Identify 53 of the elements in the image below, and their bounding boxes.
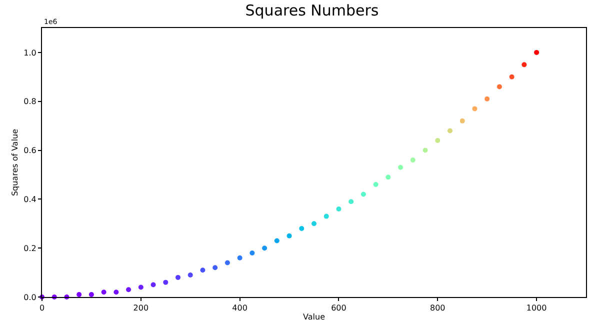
point — [101, 290, 106, 295]
point — [398, 164, 404, 170]
y-tick-label: 0.0 — [24, 292, 36, 302]
x-tick-label: 0 — [39, 304, 45, 313]
x-tick-label: 1000 — [526, 304, 547, 313]
point — [509, 74, 514, 80]
point — [472, 106, 478, 112]
point — [262, 246, 268, 251]
point — [114, 290, 119, 295]
point — [138, 284, 144, 290]
point — [176, 274, 180, 280]
point — [286, 233, 292, 238]
point — [422, 148, 428, 153]
point — [212, 265, 218, 270]
point — [250, 250, 255, 256]
point — [299, 226, 304, 232]
y-tick-label: 1.0 — [24, 48, 36, 58]
point — [460, 118, 465, 124]
y-tick-label: 0.2 — [24, 244, 36, 253]
point — [163, 280, 168, 285]
point — [386, 174, 391, 180]
point — [448, 128, 452, 134]
y-tick-label: 0.4 — [24, 194, 36, 204]
point — [534, 50, 540, 55]
y-tick-label: 0.8 — [24, 97, 36, 106]
x-tick-label: 800 — [430, 304, 446, 313]
point — [312, 221, 316, 226]
point — [150, 282, 156, 288]
x-tick-label: 600 — [331, 304, 346, 313]
point — [274, 238, 280, 244]
point — [522, 62, 527, 68]
point — [410, 158, 416, 163]
point — [126, 287, 132, 292]
x-tick-label: 400 — [232, 304, 248, 313]
point — [360, 192, 366, 197]
chart-title: Squares Numbers — [245, 1, 379, 20]
point — [76, 292, 82, 298]
point — [348, 199, 354, 204]
point — [484, 96, 490, 102]
point — [324, 214, 329, 219]
point — [237, 255, 242, 260]
point — [496, 84, 502, 90]
x-tick-label: 200 — [133, 304, 149, 313]
point — [200, 268, 206, 273]
point — [188, 272, 193, 278]
point — [336, 206, 342, 212]
x-axis-title: Value — [303, 312, 326, 322]
y-tick-label: 0.6 — [24, 146, 36, 156]
point — [435, 138, 440, 143]
point — [224, 260, 230, 266]
y-axis-title: Squares of Value — [10, 128, 20, 196]
point — [373, 182, 378, 188]
point — [88, 292, 94, 298]
